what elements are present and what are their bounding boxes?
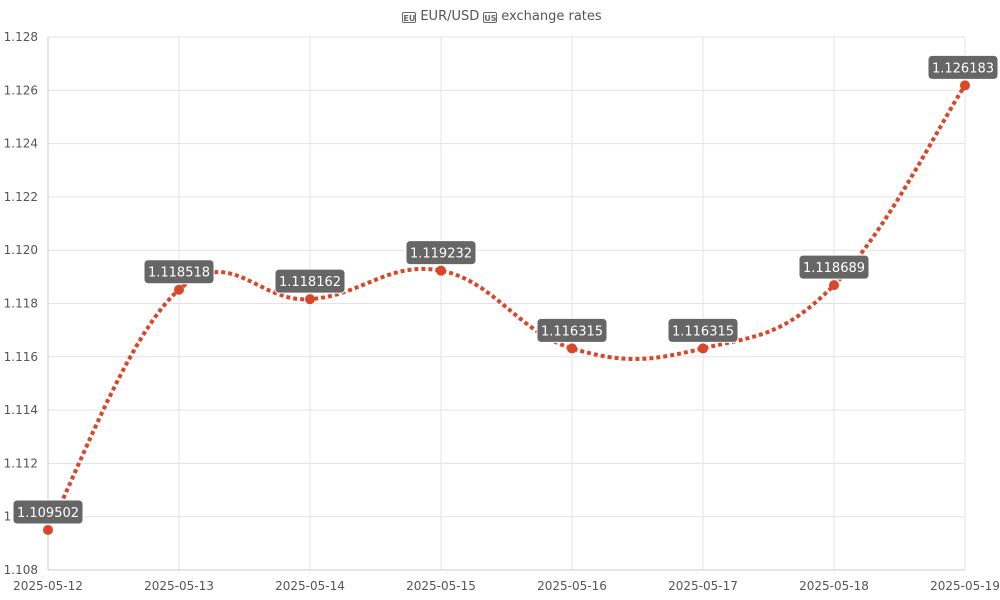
us-flag-icon: US [483,12,498,23]
data-label: 1.119232 [405,240,477,266]
y-tick-label: 1.128 [4,30,38,44]
data-label-text: 1.118689 [803,261,865,276]
y-tick-label: 1.122 [4,190,38,204]
x-tick-label: 2025-05-19 [930,579,1000,593]
data-label: 1.126183 [927,54,999,80]
data-label-text: 1.126183 [932,61,994,76]
data-labels: 1.109502 1.118518 1.118162 1.119232 1.116315… [12,54,999,525]
x-tick-label: 2025-05-14 [275,579,345,593]
x-tick-label: 2025-05-12 [13,579,83,593]
data-label-text: 1.118518 [148,266,210,281]
data-label-box [274,268,346,294]
y-tick-label: 1.112 [4,456,38,470]
y-tick-label: 1.118 [4,297,38,311]
data-label-box [536,317,608,343]
data-label-box [143,259,215,285]
chart-title: EU EUR/USD US exchange rates [0,7,1000,27]
y-tick-label: 1.126 [4,83,38,97]
data-label-box [798,254,870,280]
y-tick-label: 1.120 [4,243,38,257]
data-point[interactable] [698,343,708,354]
data-point[interactable] [960,80,970,91]
x-tick-label: 2025-05-16 [537,579,607,593]
data-label: 1.116315 [667,317,739,343]
data-point[interactable] [305,294,315,305]
data-label-text: 1.116315 [672,324,734,339]
data-label-box [405,240,477,266]
x-tick-label: 2025-05-18 [799,579,869,593]
y-axis-ticks: 1.1081.1101.1121.1141.1161.1181.1201.122… [4,30,38,577]
data-point[interactable] [174,284,184,295]
y-tick-label: 1.108 [4,563,38,577]
x-axis-ticks: 2025-05-12 2025-05-13 2025-05-14 2025-05-15… [13,579,1000,593]
data-label-box [12,499,84,525]
data-label-box [667,317,739,343]
series-layer [43,80,970,535]
data-point[interactable] [567,343,577,354]
eu-flag-icon: EU [402,12,417,23]
data-point[interactable] [43,524,53,535]
chart-title-suffix: exchange rates [501,9,602,24]
chart-title-text: EUR/USD [420,9,480,24]
x-tick-label: 2025-05-15 [406,579,476,593]
data-label-text: 1.119232 [410,247,472,262]
data-point[interactable] [436,265,446,276]
data-label: 1.118518 [143,259,215,285]
data-label: 1.109502 [12,499,84,525]
data-label-text: 1.109502 [17,506,79,521]
data-label: 1.116315 [536,317,608,343]
data-label-box [927,54,999,80]
y-tick-label: 1.114 [4,403,38,417]
x-tick-label: 2025-05-13 [144,579,214,593]
y-tick-label: 1.124 [4,137,38,151]
data-label-text: 1.116315 [541,324,603,339]
y-tick-label: 1.116 [4,350,38,364]
data-label-text: 1.118162 [279,275,341,290]
data-label: 1.118162 [274,268,346,294]
data-label: 1.118689 [798,254,870,280]
grid [47,36,966,571]
data-point[interactable] [829,280,839,291]
x-tick-label: 2025-05-17 [668,579,738,593]
